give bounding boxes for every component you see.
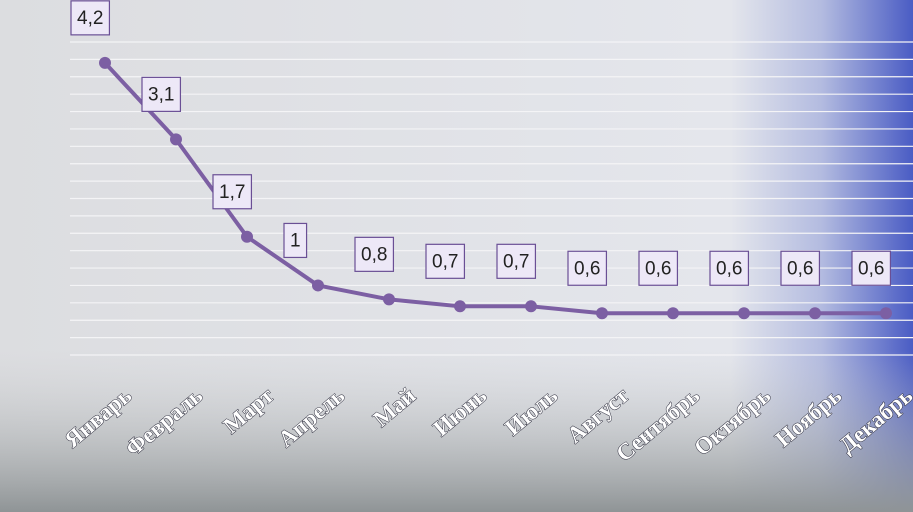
data-label-box xyxy=(212,174,253,210)
data-label-group: 0,6 xyxy=(780,250,821,286)
data-label-group: 0,6 xyxy=(709,250,750,286)
point xyxy=(454,300,466,313)
point xyxy=(170,133,182,146)
data-label-group: 0,7 xyxy=(425,243,466,279)
data-label: 0,7 xyxy=(432,251,458,272)
data-label-box xyxy=(70,0,111,36)
data-label: 0,7 xyxy=(503,251,529,272)
data-label-box xyxy=(425,243,466,279)
data-label: 4,2 xyxy=(77,8,103,29)
point xyxy=(880,307,892,320)
data-label-box xyxy=(851,250,892,286)
data-label: 0,6 xyxy=(645,258,671,279)
data-label-group: 0,6 xyxy=(851,250,892,286)
data-label-box xyxy=(709,250,750,286)
point xyxy=(596,307,608,320)
data-label-group: 4,2 xyxy=(70,0,111,36)
data-label-group: 0,7 xyxy=(496,243,537,279)
point xyxy=(241,230,253,243)
data-label-group: 1,7 xyxy=(212,174,253,210)
data-label-group: 3,1 xyxy=(141,76,182,112)
point xyxy=(667,307,679,320)
line xyxy=(103,61,886,316)
data-label: 0,8 xyxy=(361,244,387,265)
data-label: 0,6 xyxy=(716,258,742,279)
point xyxy=(99,56,111,69)
data-label-box xyxy=(567,250,608,286)
data-label: 0,6 xyxy=(574,258,600,279)
background-town xyxy=(0,350,913,512)
data-label: 0,6 xyxy=(787,258,813,279)
data-label-group: 0,6 xyxy=(567,250,608,286)
data-label-box xyxy=(283,222,308,259)
data-label-box xyxy=(354,236,395,272)
point xyxy=(809,307,821,320)
data-label: 1 xyxy=(290,230,301,251)
data-label-box xyxy=(496,243,537,279)
point xyxy=(312,279,324,292)
data-label-group: 1 xyxy=(283,222,308,259)
data-label: 0,6 xyxy=(858,258,884,279)
point xyxy=(383,293,395,306)
data-label-box xyxy=(780,250,821,286)
data-label-group: 0,8 xyxy=(354,236,395,272)
data-label: 3,1 xyxy=(148,84,174,105)
data-label: 1,7 xyxy=(219,182,245,203)
point xyxy=(525,300,537,313)
data-label-box xyxy=(638,250,679,286)
data-label-box xyxy=(141,76,182,112)
point xyxy=(738,307,750,320)
data-label-group: 0,6 xyxy=(638,250,679,286)
